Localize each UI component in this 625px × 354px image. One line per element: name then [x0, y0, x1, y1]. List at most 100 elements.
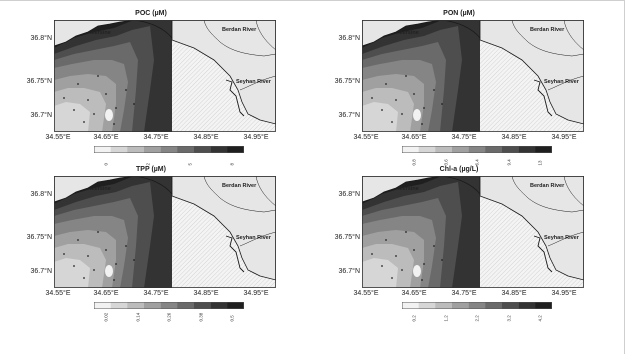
place-label-river2: Seyhan River: [236, 235, 271, 241]
longitude-label: 34.95°E: [551, 290, 577, 297]
latitude-label: 36.8°N: [338, 191, 360, 198]
colorbar-swatch: [144, 146, 161, 153]
map-panel-tpp: TPP (µM) Mersine Berdan River Seyhan River 3…: [16, 166, 286, 324]
map-canvas: [54, 20, 276, 132]
panel-title: TPP (µM): [136, 166, 166, 173]
sampling-station: [63, 97, 65, 99]
latitude-label: 36.7°N: [30, 268, 52, 275]
place-label-city: Mersine: [398, 186, 419, 192]
sampling-station: [97, 75, 99, 77]
panel-title: POC (µM): [135, 10, 167, 17]
colorbar-tick-label: 6.4: [474, 159, 480, 166]
sampling-station: [395, 99, 397, 101]
sampling-station: [125, 89, 127, 91]
longitude-label: 34.75°E: [451, 290, 477, 297]
river-delta: [225, 235, 245, 273]
sampling-station: [405, 231, 407, 233]
latitude-label: 36.8°N: [30, 35, 52, 42]
sampling-station: [381, 265, 383, 267]
contour-band: [362, 102, 398, 132]
berdan-river: [203, 20, 276, 57]
sampling-station: [83, 277, 85, 279]
colorbar-tick-label: 2: [145, 162, 151, 166]
longitude-label: 34.75°E: [143, 290, 169, 297]
colorbar-swatch: [502, 146, 519, 153]
sampling-station: [83, 121, 85, 123]
sampling-station: [405, 75, 407, 77]
sampling-station: [381, 109, 383, 111]
colorbar-swatch: [535, 302, 552, 309]
longitude-label: 34.65°E: [93, 134, 119, 141]
sampling-station: [413, 93, 415, 95]
colorbar-tick-label: 0.38: [198, 312, 203, 322]
contour-patch: [105, 109, 113, 121]
colorbar-border: [402, 302, 552, 309]
land-east: [171, 176, 276, 281]
sampling-station: [73, 265, 75, 267]
colorbar-tick-label: 0.14: [135, 312, 140, 322]
longitude-label: 34.95°E: [243, 134, 269, 141]
latitude-label: 36.7°N: [30, 112, 52, 119]
land-east: [171, 20, 276, 125]
sampling-station: [391, 121, 393, 123]
colorbar-swatch: [468, 146, 486, 153]
colorbar-swatch: [110, 302, 128, 309]
sampling-station: [391, 277, 393, 279]
colorbar-swatch: [94, 146, 111, 153]
colorbar-swatch: [402, 146, 419, 153]
sampling-station: [401, 269, 403, 271]
colorbar-swatch: [160, 302, 178, 309]
longitude-label: 34.65°E: [401, 134, 427, 141]
sampling-station: [87, 255, 89, 257]
colorbar-tick-label: 2.2: [474, 315, 480, 322]
latitude-label: 36.75°N: [26, 78, 52, 85]
colorbar-swatch: [194, 146, 211, 153]
river-delta: [533, 79, 553, 117]
colorbar-swatch: [210, 146, 228, 153]
longitude-label: 34.85°E: [193, 290, 219, 297]
map-canvas: [362, 176, 584, 288]
longitude-label: 34.65°E: [401, 290, 427, 297]
sampling-station: [133, 103, 135, 105]
berdan-river: [203, 176, 276, 213]
colorbar: [94, 146, 244, 153]
colorbar-swatch: [227, 302, 244, 309]
colorbar-tick-label: 0.8: [411, 159, 417, 166]
colorbar-tick-label: 0.26: [166, 312, 172, 322]
sampling-station: [105, 249, 107, 251]
colorbar-swatch: [535, 146, 552, 153]
colorbar: [402, 146, 552, 153]
latitude-label: 36.75°N: [26, 234, 52, 241]
sampling-station: [401, 113, 403, 115]
panel-title: Chl-a (µg/L): [439, 166, 479, 173]
sampling-station: [421, 279, 423, 281]
colorbar-tick-label: 3.2: [506, 315, 511, 322]
longitude-label: 34.85°E: [501, 134, 527, 141]
berdan-river: [511, 176, 584, 213]
latitude-label: 36.8°N: [338, 35, 360, 42]
colorbar-tick-label: 4.2: [537, 315, 543, 322]
seyhan-river: [239, 75, 276, 91]
longitude-label: 34.95°E: [551, 134, 577, 141]
place-label-city: Mersine: [90, 30, 111, 36]
sampling-station: [73, 109, 75, 111]
colorbar-swatch: [110, 146, 128, 153]
tributary-line: [563, 176, 584, 207]
sampling-station: [433, 245, 435, 247]
sampling-station: [423, 263, 425, 265]
colorbar: [94, 302, 244, 309]
colorbar-swatch: [144, 302, 161, 309]
contour-band: [54, 102, 90, 132]
colorbar-tick-label: 0.2: [411, 315, 417, 322]
place-label-river1: Berdan River: [530, 27, 565, 33]
colorbar-swatch: [227, 146, 244, 153]
sampling-station: [93, 113, 95, 115]
seyhan-river: [239, 231, 276, 247]
place-label-river2: Seyhan River: [236, 79, 271, 85]
colorbar-swatch: [452, 302, 469, 309]
sampling-station: [105, 93, 107, 95]
longitude-label: 34.75°E: [143, 134, 169, 141]
sampling-station: [413, 249, 415, 251]
colorbar-tick-label: 0.5: [229, 315, 235, 322]
latitude-label: 36.7°N: [338, 112, 360, 119]
